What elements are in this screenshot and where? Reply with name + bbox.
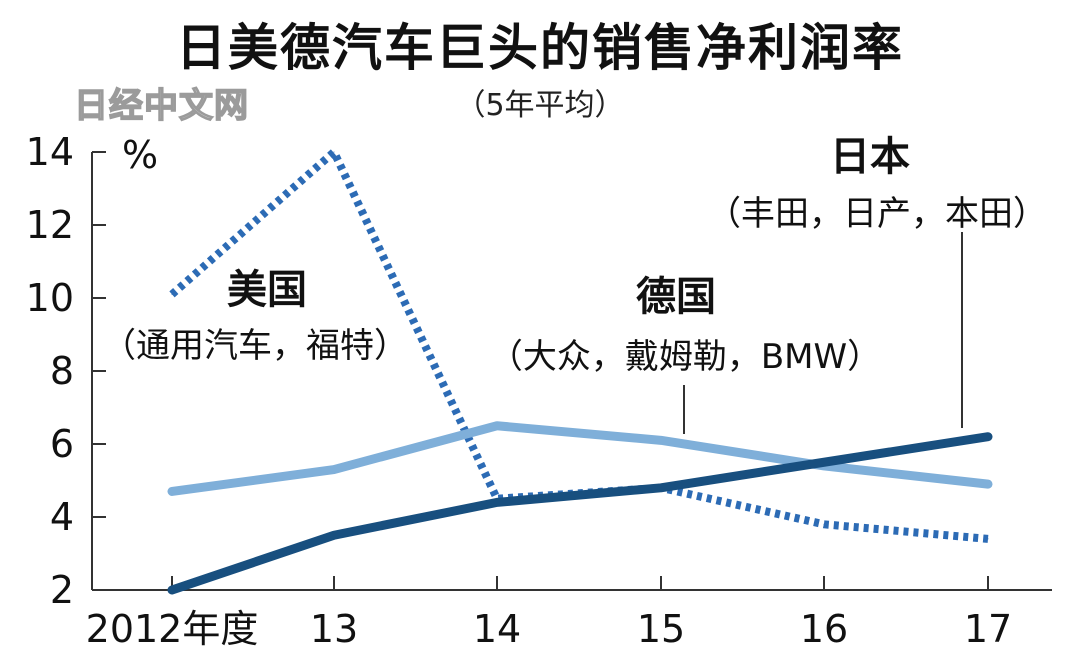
y-tick-label: 2 <box>50 568 74 612</box>
y-tick-label: 4 <box>50 495 74 539</box>
data-point-日本 <box>987 436 989 438</box>
data-point-日本 <box>333 534 335 536</box>
y-tick-label: 8 <box>50 349 74 393</box>
x-tick-label: 14 <box>473 607 521 651</box>
series-line-日本 <box>167 432 993 595</box>
x-tick-label: 2012年度 <box>86 607 259 651</box>
series-companies-德国: （大众，戴姆勒，BMW） <box>489 337 881 377</box>
series-companies-美国: （通用汽车，福特） <box>102 326 408 366</box>
data-point-德国 <box>496 425 498 427</box>
data-point-日本 <box>823 461 825 463</box>
data-point-美国 <box>333 151 335 153</box>
y-tick-label: 6 <box>50 422 74 466</box>
data-point-日本 <box>660 487 662 489</box>
data-point-德国 <box>987 483 989 485</box>
series-labels: 美国 （通用汽车，福特） 德国 （大众，戴姆勒，BMW） 日本 （丰田，日产，本田） <box>102 134 1047 434</box>
data-point-日本 <box>171 589 173 591</box>
series-companies-日本: （丰田，日产，本田） <box>707 194 1047 234</box>
x-tick-label: 16 <box>800 607 848 651</box>
series-label-德国: 德国 <box>636 274 716 320</box>
x-tick-label: 13 <box>310 607 358 651</box>
series-label-美国: 美国 <box>227 267 307 313</box>
data-point-美国 <box>987 538 989 540</box>
y-tick-label: 14 <box>26 130 74 174</box>
chart-title: 日美德汽车巨头的销售净利润率 <box>176 19 904 77</box>
data-point-美国 <box>171 293 173 295</box>
data-point-德国 <box>333 469 335 471</box>
watermark-logo: 日经中文网 <box>73 85 249 127</box>
data-point-德国 <box>171 490 173 492</box>
data-point-美国 <box>823 523 825 525</box>
x-tick-label: 15 <box>637 607 685 651</box>
x-tick-label: 17 <box>964 607 1012 651</box>
series-line-德国 <box>167 421 993 496</box>
series-label-日本: 日本 <box>830 134 910 180</box>
chart-subtitle: （5年平均） <box>455 88 625 123</box>
data-point-德国 <box>660 439 662 441</box>
y-tick-label: 10 <box>26 276 74 320</box>
y-axis-unit: % <box>122 133 158 177</box>
axes: 2 4 6 8 10 12 14 % 2012年度 13 14 15 16 17 <box>26 130 1052 651</box>
series-layer <box>167 148 993 595</box>
y-tick-label: 12 <box>26 203 74 247</box>
data-point-日本 <box>496 501 498 503</box>
